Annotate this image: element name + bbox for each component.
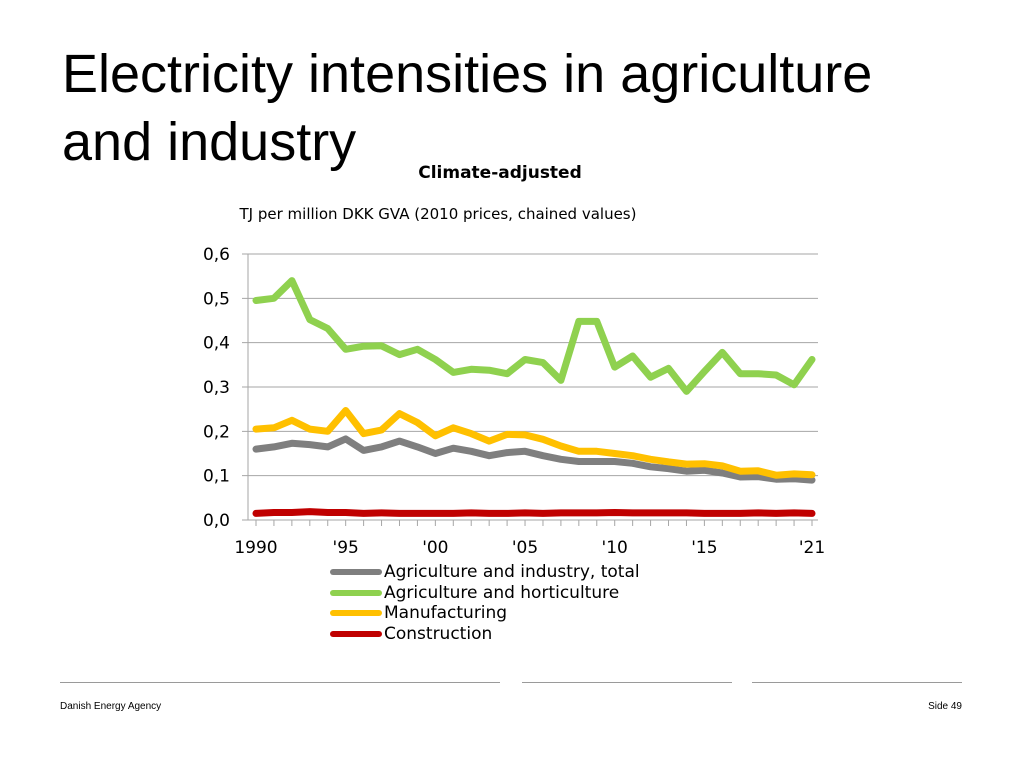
- y-tick-label: 0,1: [203, 467, 230, 487]
- x-tick-label: '05: [512, 538, 538, 558]
- x-tick-label: '15: [691, 538, 717, 558]
- y-tick-label: 0,3: [203, 378, 230, 398]
- slide-title: Electricity intensities in agriculture a…: [62, 40, 942, 176]
- slide-title-line2: and industry: [62, 112, 357, 172]
- legend-label-manufacturing: Manufacturing: [384, 603, 508, 623]
- y-tick-label: 0,0: [203, 511, 230, 531]
- legend-label-construction: Construction: [384, 623, 493, 644]
- x-tick-label: '10: [602, 538, 628, 558]
- chart-legend: Agriculture and industry, total Agricult…: [330, 562, 640, 644]
- legend-item-manufacturing: Manufacturing: [330, 603, 640, 624]
- legend-swatch-agriculture: [330, 589, 382, 596]
- footer-organization: Danish Energy Agency: [60, 701, 162, 712]
- x-tick-label: '95: [333, 538, 359, 558]
- x-tick-label: '00: [422, 538, 448, 558]
- y-tick-label: 0,4: [203, 334, 230, 354]
- x-tick-label: '21: [799, 538, 825, 558]
- slide-title-line1: Electricity intensities in agriculture: [62, 44, 873, 104]
- legend-item-total: Agriculture and industry, total: [330, 562, 640, 583]
- legend-swatch-construction: [330, 630, 382, 637]
- legend-swatch-total: [330, 569, 382, 576]
- footer-divider-1: [60, 682, 500, 683]
- series-line-agriculture: [252, 277, 816, 395]
- chart-title: Climate-adjusted: [418, 163, 582, 183]
- series-line-manufacturing: [252, 407, 816, 479]
- y-tick-label: 0,5: [203, 289, 230, 309]
- footer-divider-3: [752, 682, 962, 683]
- footer-divider-2: [522, 682, 732, 683]
- series-line-total: [252, 435, 816, 484]
- chart-unit-label: TJ per million DKK GVA (2010 prices, cha…: [239, 205, 637, 223]
- legend-swatch-manufacturing: [330, 610, 382, 617]
- legend-label-agriculture: Agriculture and horticulture: [384, 582, 620, 603]
- y-tick-label: 0,6: [203, 245, 230, 265]
- series-line-construction: [252, 508, 816, 517]
- x-tick-label: 1990: [234, 538, 277, 558]
- y-tick-label: 0,2: [203, 422, 230, 442]
- legend-label-total: Agriculture and industry, total: [384, 562, 640, 582]
- legend-item-agriculture: Agriculture and horticulture: [330, 583, 640, 604]
- footer-page-number: Side 49: [928, 701, 962, 712]
- legend-item-construction: Construction: [330, 624, 640, 645]
